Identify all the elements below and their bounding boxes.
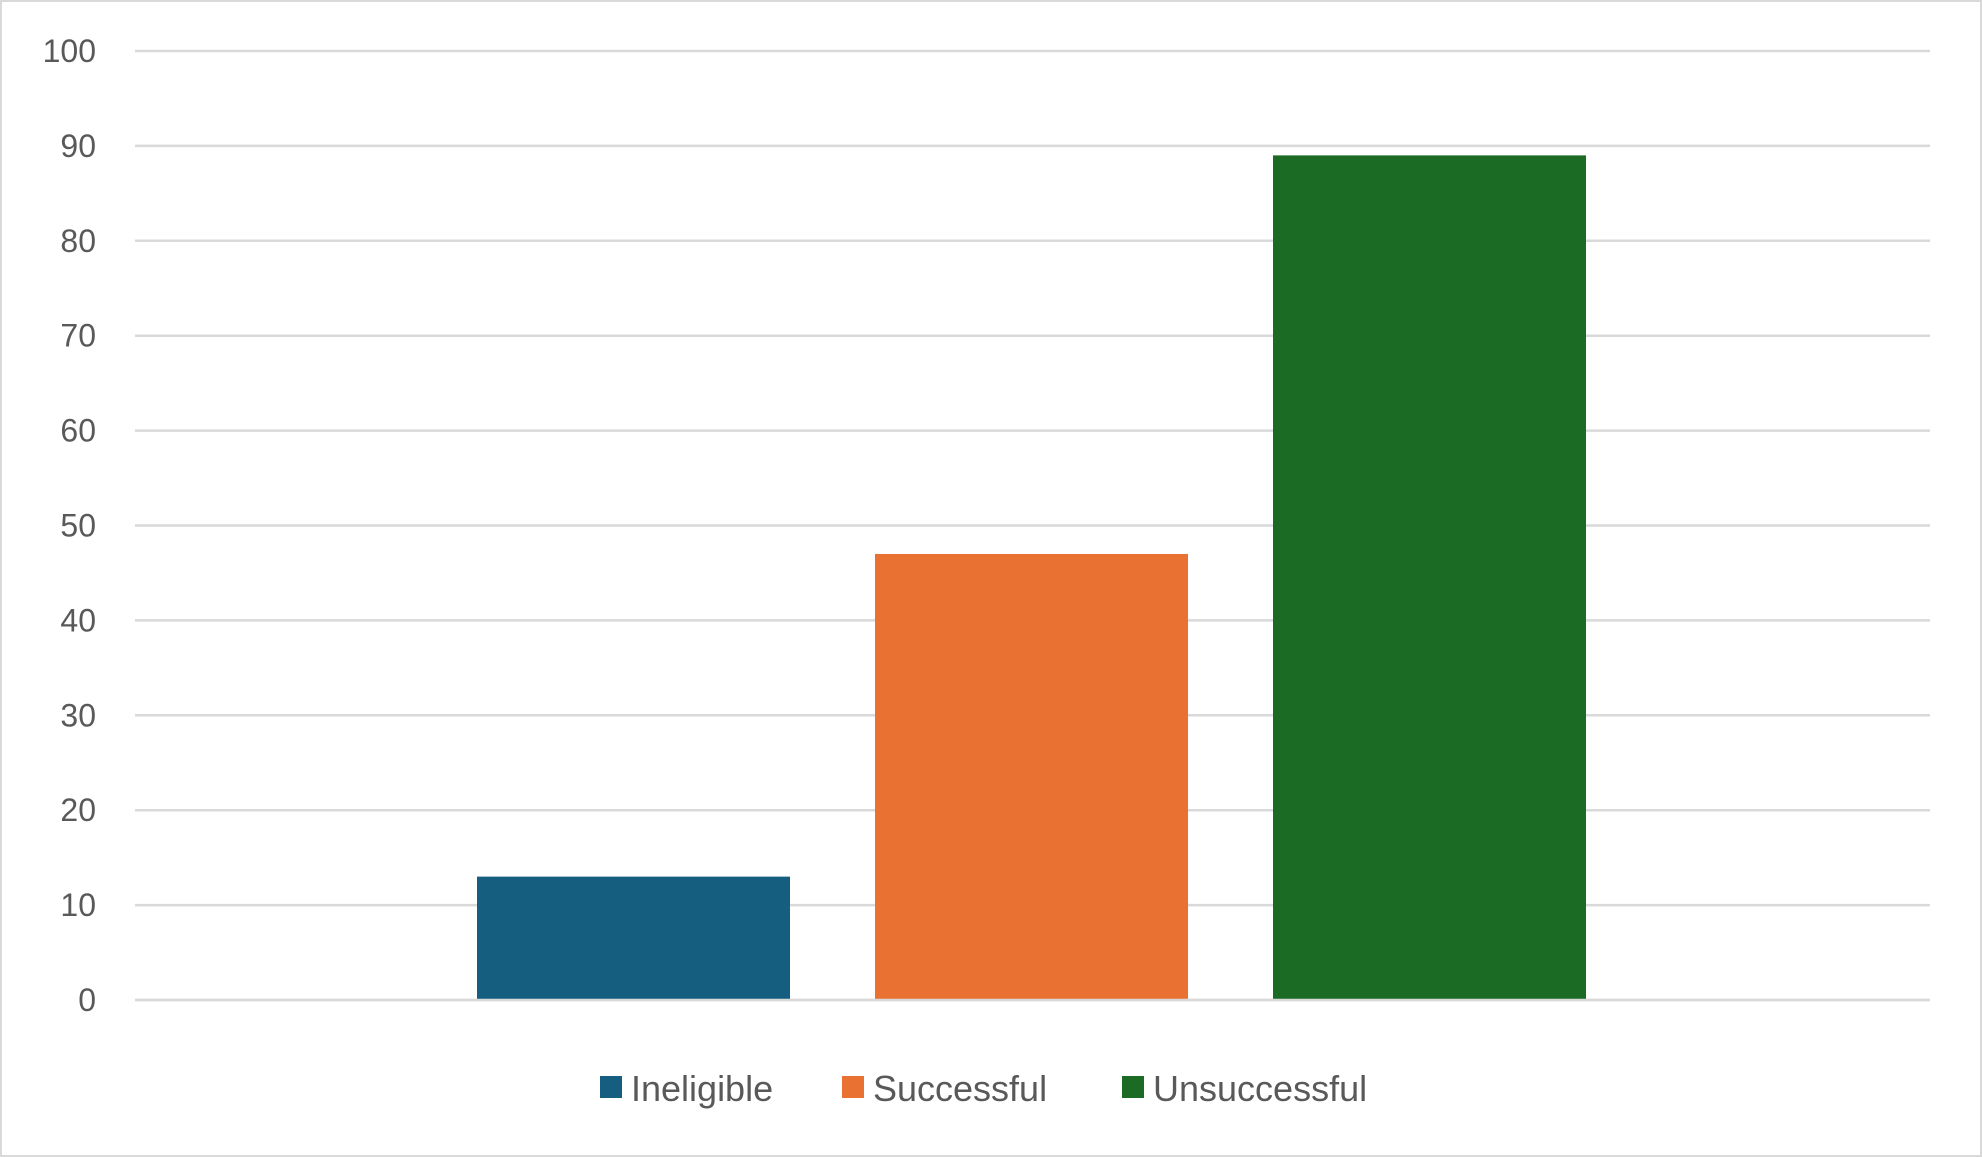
bars: [135, 155, 1930, 1002]
y-tick-label: 70: [60, 318, 96, 354]
legend: Ineligible Successful Unsuccessful: [600, 1068, 1367, 1109]
y-tick-label: 50: [60, 508, 96, 544]
bar-successful: [875, 553, 1188, 1000]
legend-label-ineligible: Ineligible: [631, 1068, 773, 1109]
y-tick-label: 0: [78, 982, 96, 1018]
legend-label-unsuccessful: Unsuccessful: [1153, 1068, 1367, 1109]
legend-swatch-ineligible: [600, 1076, 622, 1098]
bar-ineligible: [477, 876, 790, 1000]
legend-swatch-unsuccessful: [1122, 1076, 1144, 1098]
y-tick-label: 10: [60, 887, 96, 923]
legend-label-successful: Successful: [873, 1068, 1047, 1109]
y-tick-label: 30: [60, 697, 96, 733]
bar-unsuccessful: [1273, 155, 1586, 1000]
y-tick-label: 60: [60, 413, 96, 449]
y-axis-tick-labels: 0 10 20 30 40 50 60 70 80 90 100: [43, 33, 96, 1018]
y-tick-label: 100: [43, 33, 96, 69]
legend-swatch-successful: [842, 1076, 864, 1098]
y-tick-label: 80: [60, 223, 96, 259]
y-tick-label: 40: [60, 602, 96, 638]
y-tick-label: 90: [60, 128, 96, 164]
y-tick-label: 20: [60, 792, 96, 828]
